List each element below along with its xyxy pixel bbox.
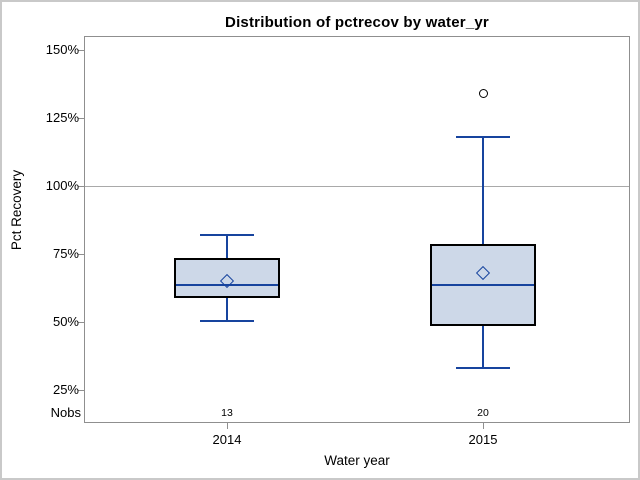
plot-area <box>84 36 630 423</box>
x-tick-mark <box>482 423 484 429</box>
y-tick-mark <box>78 322 84 323</box>
median-line <box>176 284 278 287</box>
x-category-label: 2015 <box>468 432 498 447</box>
y-tick-mark <box>78 390 84 391</box>
outlier-circle-marker <box>478 89 488 99</box>
y-tick-mark <box>78 118 84 119</box>
reference-line <box>85 185 629 187</box>
y-tick-mark <box>78 254 84 255</box>
whisker-cap-upper <box>200 233 254 236</box>
whisker-cap-lower <box>200 319 254 322</box>
whisker-stem-upper <box>482 137 484 245</box>
whisker-cap-upper <box>456 136 510 139</box>
whisker-stem-lower <box>226 297 228 321</box>
y-tick-label: 150% <box>45 42 79 57</box>
iqr-box <box>174 258 280 298</box>
y-tick-label: 100% <box>45 178 79 193</box>
y-tick-label: 75% <box>52 246 79 261</box>
y-tick-mark <box>78 50 84 51</box>
nobs-value: 13 <box>221 407 233 419</box>
nobs-value: 20 <box>477 407 489 419</box>
nobs-row-label: Nobs <box>50 405 81 420</box>
whisker-stem-upper <box>226 234 228 259</box>
x-tick-mark <box>226 423 228 429</box>
whisker-stem-lower <box>482 326 484 369</box>
chart-title: Distribution of pctrecov by water_yr <box>225 14 489 31</box>
y-tick-label: 125% <box>45 110 79 125</box>
y-tick-label: 25% <box>52 382 79 397</box>
x-category-label: 2014 <box>212 432 242 447</box>
whisker-cap-lower <box>456 367 510 370</box>
y-tick-mark <box>78 186 84 187</box>
median-line <box>432 284 534 287</box>
x-axis-title: Water year <box>324 453 390 468</box>
y-tick-label: 50% <box>52 314 79 329</box>
